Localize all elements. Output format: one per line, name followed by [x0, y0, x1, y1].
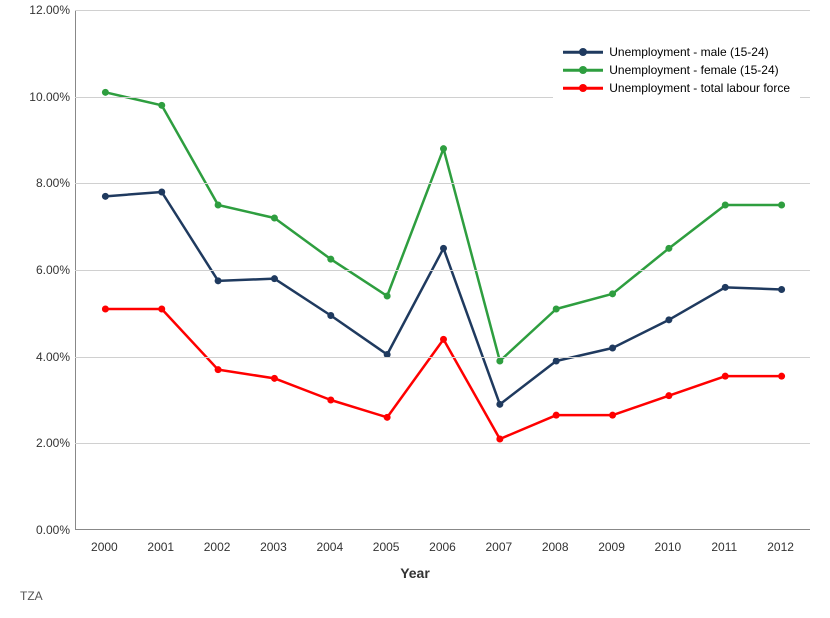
legend: Unemployment - male (15-24) Unemployment … [553, 35, 800, 105]
footer-label: TZA [20, 589, 43, 603]
x-tick-label: 2008 [535, 540, 575, 554]
x-tick-label: 2009 [592, 540, 632, 554]
data-point [384, 293, 391, 300]
data-point [778, 202, 785, 209]
x-tick-label: 2011 [704, 540, 744, 554]
x-axis-title: Year [400, 565, 430, 581]
data-point [327, 312, 334, 319]
data-point [496, 358, 503, 365]
legend-label: Unemployment - total labour force [609, 81, 790, 95]
data-point [609, 290, 616, 297]
y-tick-label: 6.00% [10, 263, 70, 277]
grid-line [75, 357, 810, 358]
data-point [440, 145, 447, 152]
y-tick-label: 2.00% [10, 436, 70, 450]
y-tick-label: 12.00% [10, 3, 70, 17]
data-point [271, 375, 278, 382]
data-point [384, 414, 391, 421]
legend-label: Unemployment - female (15-24) [609, 63, 778, 77]
x-tick-label: 2000 [84, 540, 124, 554]
data-point [215, 277, 222, 284]
legend-item: Unemployment - male (15-24) [563, 45, 790, 59]
grid-line [75, 183, 810, 184]
legend-marker [563, 81, 603, 95]
data-point [665, 245, 672, 252]
data-point [102, 89, 109, 96]
data-point [271, 215, 278, 222]
grid-line [75, 270, 810, 271]
data-point [215, 366, 222, 373]
data-point [271, 275, 278, 282]
data-point [215, 202, 222, 209]
data-point [722, 202, 729, 209]
data-point [102, 306, 109, 313]
y-tick-label: 8.00% [10, 176, 70, 190]
x-tick-label: 2003 [253, 540, 293, 554]
series-line [105, 309, 781, 439]
x-tick-label: 2005 [366, 540, 406, 554]
data-point [665, 316, 672, 323]
x-tick-label: 2004 [310, 540, 350, 554]
data-point [665, 392, 672, 399]
series-line [105, 192, 781, 404]
data-point [778, 373, 785, 380]
x-tick-label: 2007 [479, 540, 519, 554]
grid-line [75, 443, 810, 444]
legend-item: Unemployment - female (15-24) [563, 63, 790, 77]
data-point [440, 336, 447, 343]
data-point [158, 102, 165, 109]
data-point [609, 345, 616, 352]
grid-line [75, 10, 810, 11]
data-point [553, 358, 560, 365]
data-point [553, 306, 560, 313]
x-tick-label: 2012 [761, 540, 801, 554]
x-tick-label: 2010 [648, 540, 688, 554]
legend-item: Unemployment - total labour force [563, 81, 790, 95]
x-tick-label: 2002 [197, 540, 237, 554]
data-point [158, 189, 165, 196]
data-point [722, 284, 729, 291]
data-point [440, 245, 447, 252]
x-tick-label: 2001 [141, 540, 181, 554]
legend-label: Unemployment - male (15-24) [609, 45, 768, 59]
data-point [102, 193, 109, 200]
data-point [158, 306, 165, 313]
data-point [778, 286, 785, 293]
legend-marker [563, 63, 603, 77]
data-point [327, 256, 334, 263]
y-tick-label: 0.00% [10, 523, 70, 537]
data-point [722, 373, 729, 380]
data-point [496, 436, 503, 443]
y-tick-label: 10.00% [10, 90, 70, 104]
data-point [496, 401, 503, 408]
data-point [553, 412, 560, 419]
legend-marker [563, 45, 603, 59]
data-point [609, 412, 616, 419]
data-point [327, 397, 334, 404]
series-line [105, 92, 781, 361]
y-tick-label: 4.00% [10, 350, 70, 364]
x-tick-label: 2006 [423, 540, 463, 554]
